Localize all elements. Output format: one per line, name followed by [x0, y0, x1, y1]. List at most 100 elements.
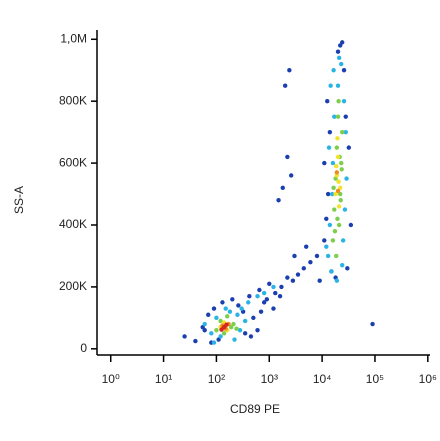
data-point [336, 55, 342, 61]
data-point [280, 185, 285, 191]
data-point [214, 315, 219, 321]
data-point [339, 61, 344, 67]
x-axis-label: CD89 PE [230, 402, 280, 416]
data-point [224, 322, 229, 327]
data-point [231, 321, 236, 327]
data-point [333, 191, 338, 197]
y-axis-label: SS-A [12, 186, 26, 214]
x-tick-label: 10³ [261, 372, 278, 386]
data-point [332, 207, 337, 212]
data-point [227, 309, 233, 314]
data-point [336, 98, 341, 104]
data-point [214, 328, 219, 333]
data-point [221, 331, 227, 336]
data-point [273, 290, 278, 296]
data-point [331, 185, 336, 191]
data-point [338, 185, 343, 191]
data-point [338, 198, 343, 203]
data-point [338, 191, 343, 197]
data-point [261, 300, 267, 305]
data-point [211, 306, 217, 311]
data-point [206, 312, 211, 317]
data-point [308, 259, 313, 265]
data-point [264, 297, 270, 302]
data-point [335, 188, 341, 194]
data-point [370, 321, 375, 327]
data-point [339, 167, 344, 172]
data-point [336, 204, 342, 209]
data-point [261, 290, 267, 296]
data-point [220, 300, 225, 305]
data-point [314, 253, 320, 259]
data-point [288, 173, 294, 178]
data-point [255, 293, 260, 299]
data-point [329, 191, 335, 197]
x-tick-label: 10⁴ [313, 372, 332, 386]
data-point [276, 198, 281, 203]
data-point [348, 222, 354, 228]
data-point [246, 300, 251, 305]
data-point [332, 228, 338, 234]
data-point [336, 179, 341, 184]
data-point [334, 278, 340, 283]
data-point [193, 338, 198, 344]
data-point [327, 222, 333, 228]
data-point [228, 324, 234, 330]
data-point [340, 263, 345, 268]
data-point [257, 287, 262, 293]
data-point [211, 340, 217, 345]
data-point [219, 327, 224, 332]
data-point [322, 160, 327, 166]
data-point [344, 176, 349, 181]
data-point [335, 136, 340, 141]
data-point [322, 238, 327, 243]
data-point [334, 253, 339, 259]
data-point [334, 163, 339, 169]
data-point [258, 309, 264, 314]
data-point [335, 49, 341, 54]
data-point [341, 68, 347, 73]
data-point [330, 160, 336, 166]
data-point [271, 306, 276, 311]
y-tick-label: 200K [59, 279, 87, 293]
x-tick-label: 10² [208, 372, 225, 386]
data-point [335, 154, 341, 160]
y-tick-label: 800K [59, 93, 87, 107]
data-point [237, 328, 243, 333]
data-point [343, 114, 348, 119]
data-point [335, 216, 340, 222]
data-point [271, 284, 276, 290]
data-point [209, 331, 214, 336]
data-point [239, 306, 244, 311]
data-point [292, 253, 297, 259]
data-point [341, 98, 347, 104]
data-point [325, 253, 331, 259]
data-point [339, 160, 344, 166]
data-point [325, 98, 330, 104]
data-point [301, 266, 306, 271]
y-tick-label: 1,0M [60, 31, 87, 45]
data-point [202, 328, 207, 333]
data-point [342, 207, 348, 212]
data-point [340, 40, 345, 45]
data-point [328, 83, 333, 88]
x-tick-label: 10⁶ [419, 372, 437, 386]
data-point [335, 114, 341, 119]
data-point [334, 170, 340, 175]
data-point [232, 337, 237, 342]
data-point [330, 238, 336, 243]
data-point [182, 334, 187, 339]
data-point [331, 68, 336, 73]
data-point [346, 145, 352, 150]
data-point [242, 331, 248, 336]
data-point [335, 83, 341, 88]
data-point [325, 191, 331, 197]
data-point [290, 278, 296, 283]
data-point [247, 293, 252, 299]
data-point [329, 269, 334, 274]
data-point [236, 303, 241, 308]
data-point [279, 284, 284, 290]
data-point [295, 272, 301, 277]
